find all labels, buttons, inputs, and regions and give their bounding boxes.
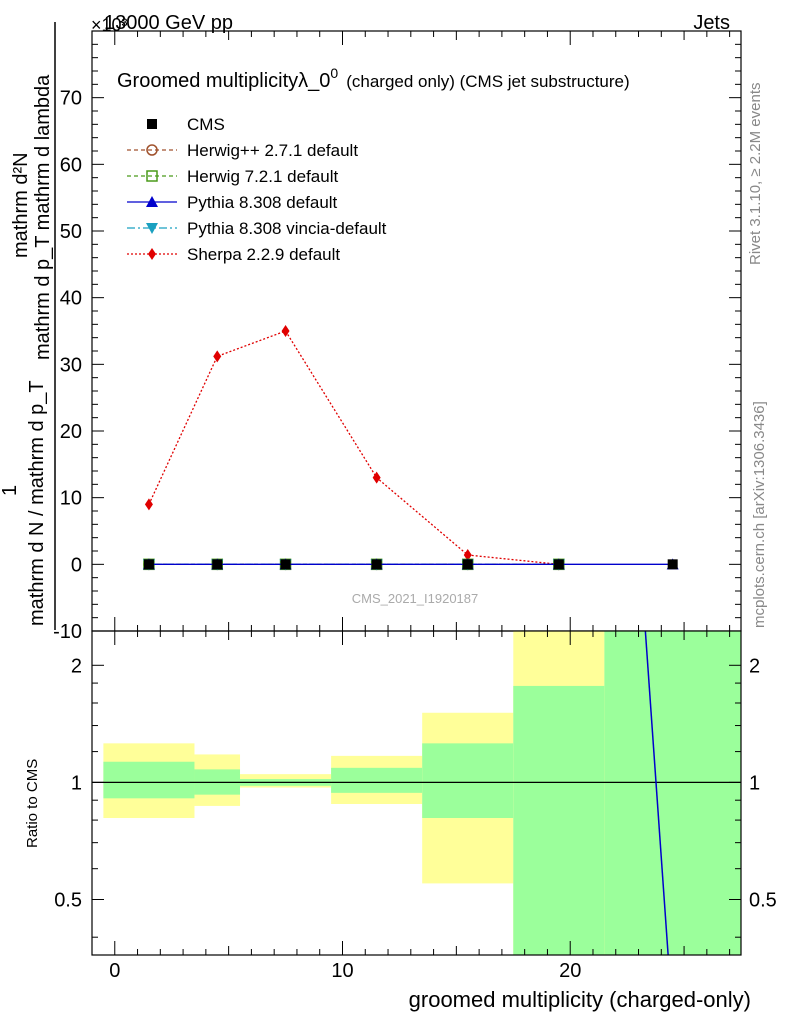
legend-marker [146, 196, 158, 207]
legend-entry-vincia: Pythia 8.308 vincia-default [127, 219, 387, 238]
data-point-data [667, 559, 678, 570]
ylabel-bottom: mathrm d N / mathrm d p_T [26, 380, 48, 626]
series-line-sherpa [148, 330, 559, 565]
legend-entry-herwig7: Herwig 7.2.1 default [127, 167, 338, 186]
exponent-label: ×10³ [91, 15, 128, 35]
ratio-stat-band [331, 767, 423, 793]
ratio-ticks: 0.5 0.5 1 1 2 2 [54, 655, 777, 938]
chart-title-sup: 0 [330, 65, 338, 81]
data-point-data [371, 559, 382, 570]
legend-entry-herwigpp: Herwig++ 2.7.1 default [127, 141, 358, 160]
legend-marker [146, 170, 158, 182]
ratio-bands [103, 631, 741, 955]
x-tick-label: 10 [331, 960, 353, 982]
data-point-sherpa [144, 498, 153, 511]
ratio-ytick-label: 1 [71, 772, 82, 794]
rivet-label: Rivet 3.1.10, ≥ 2.2M events [747, 83, 764, 266]
legend-marker [146, 144, 158, 156]
main-series-group [142, 325, 679, 571]
main-ylabel: mathrm d²N mathrm d p_T mathrm d lambda … [0, 22, 56, 630]
ratio-stat-band [422, 743, 514, 818]
analysis-watermark: CMS_2021_I1920187 [352, 591, 479, 606]
ratio-ytick-label-right: 2 [749, 655, 760, 677]
category-label: Jets [693, 12, 730, 34]
ratio-pythia-segment [644, 630, 669, 956]
ratio-ytick-label: 0.5 [54, 889, 82, 911]
chart-title-lambda: λ_0 [298, 70, 330, 92]
x-tick-label: 0 [109, 960, 120, 982]
main-ytick-label: 30 [60, 354, 82, 376]
ratio-plot-frame [91, 630, 742, 956]
data-point-sherpa [463, 549, 472, 561]
legend-label: Sherpa 2.2.9 default [187, 245, 340, 264]
chart-title: Groomed multiplicityλ_00 (charged only) (… [117, 65, 630, 92]
ratio-ylabel: Ratio to CMS [24, 759, 41, 848]
data-point-sherpa [372, 471, 381, 484]
ylabel-one: 1 [0, 485, 21, 496]
ratio-pythia-line [644, 630, 669, 956]
legend-entry-pythia: Pythia 8.308 default [127, 193, 338, 212]
ylabel-top-2: mathrm d p_T mathrm d lambda [32, 74, 54, 360]
legend-label: Herwig 7.2.1 default [187, 167, 338, 186]
data-point-data [553, 559, 564, 570]
main-ytick-label: 20 [60, 421, 82, 443]
legend-entry-sherpa: Sherpa 2.2.9 default [127, 245, 340, 264]
mcplots-label: mcplots.cern.ch [arXiv:1306.3436] [751, 401, 768, 628]
data-point-data [143, 559, 154, 570]
legend-marker [146, 223, 158, 234]
ratio-stat-band [103, 761, 195, 799]
ylabel-top: mathrm d²N [10, 152, 32, 258]
main-y-ticks: -10 0 10 20 30 40 50 60 70 [53, 43, 741, 643]
main-ytick-label: 10 [60, 488, 82, 510]
x-tick-label: 20 [559, 960, 581, 982]
legend: CMS Herwig++ 2.7.1 default Herwig 7.2.1 de… [127, 115, 387, 264]
main-ytick-label: -10 [53, 621, 82, 643]
data-point-data [280, 559, 291, 570]
chart-title-main: Groomed multiplicity [117, 70, 298, 92]
ratio-stat-band [604, 631, 741, 955]
data-point-data [462, 559, 473, 570]
x-axis-label: groomed multiplicity (charged-only) [409, 987, 751, 1012]
main-ytick-label: 40 [60, 288, 82, 310]
ratio-stat-band [513, 685, 605, 955]
main-ytick-label: 0 [71, 554, 82, 576]
main-ytick-label: 60 [60, 154, 82, 176]
data-point-sherpa [281, 325, 290, 337]
legend-marker [147, 119, 157, 129]
legend-label: Herwig++ 2.7.1 default [187, 141, 358, 160]
main-ytick-label: 70 [60, 88, 82, 110]
ratio-ytick-label: 2 [71, 655, 82, 677]
beam-label: 13000 GeV pp [104, 12, 233, 34]
chart-title-suffix: (charged only) (CMS jet substructure) [346, 72, 629, 91]
legend-label: Pythia 8.308 vincia-default [187, 219, 387, 238]
legend-entry-data: CMS [147, 115, 225, 134]
ratio-ytick-label-right: 1 [749, 772, 760, 794]
legend-label: Pythia 8.308 default [187, 193, 338, 212]
ratio-ytick-label-right: 0.5 [749, 889, 777, 911]
legend-marker [148, 248, 156, 260]
data-point-data [212, 559, 223, 570]
main-ytick-label: 50 [60, 221, 82, 243]
data-point-sherpa [213, 350, 222, 363]
legend-label: CMS [187, 115, 225, 134]
x-axis-ticks: 0 10 20 [109, 31, 731, 982]
